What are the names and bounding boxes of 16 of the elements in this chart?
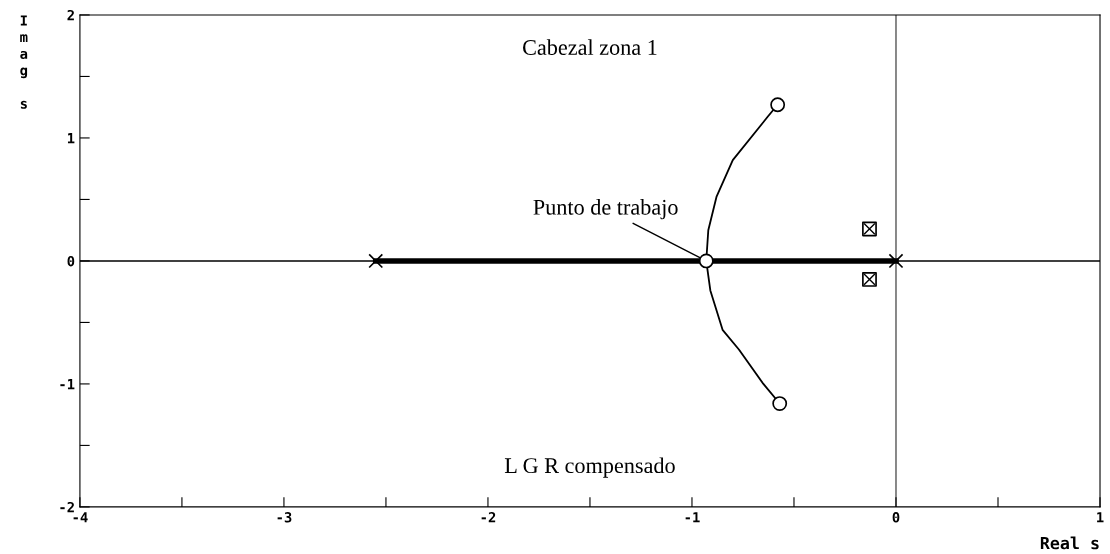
x-tick-label: -1 (685, 512, 700, 523)
x-tick-label: -2 (481, 512, 496, 523)
text: Cabezal zona 1 (523, 39, 657, 55)
annotation: L G R compensado (504, 457, 675, 478)
y-tick-label: -2 (60, 501, 74, 513)
annotation: Punto de trabajo (533, 199, 678, 220)
y-tick-label: 1 (67, 133, 75, 144)
x-tick-label: -3 (277, 512, 292, 523)
text: Imag s (20, 15, 28, 109)
x-tick-label: 0 (892, 512, 900, 523)
y-tick-label: 2 (67, 9, 74, 21)
y-tick-label: 0 (67, 255, 75, 267)
y-tick-label: -1 (60, 379, 75, 390)
x-tick-label: 1 (1097, 512, 1104, 523)
x-tick-label: -4 (73, 512, 88, 523)
x-axis-title: Real s (1040, 536, 1099, 550)
